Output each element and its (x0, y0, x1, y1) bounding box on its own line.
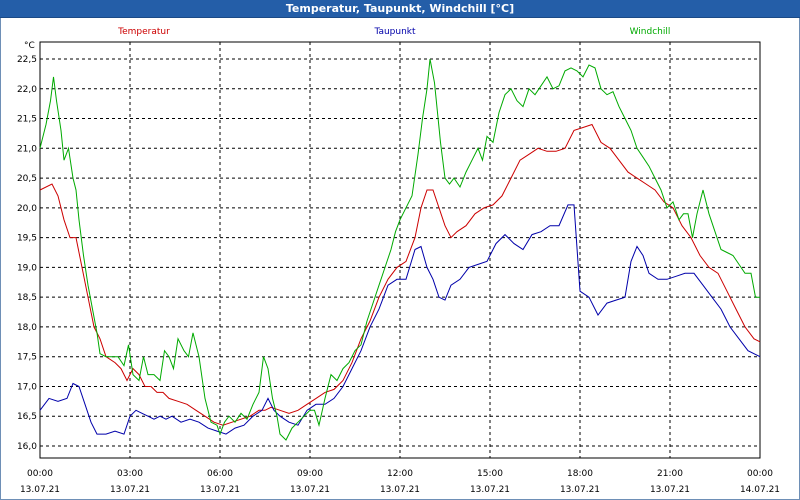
x-tick-date: 13.07.21 (470, 485, 510, 495)
x-tick-date: 13.07.21 (20, 485, 60, 495)
y-tick-label: 18,0 (17, 323, 37, 333)
x-tick-time: 15:00 (477, 469, 503, 479)
y-tick-label: 17,0 (17, 382, 37, 392)
series-line-windchill (39, 58, 760, 441)
y-tick-label: 22,0 (17, 85, 37, 95)
plot-area-border (39, 41, 761, 459)
y-tick-label: 19,5 (17, 234, 37, 244)
x-tick-date: 13.07.21 (560, 485, 600, 495)
legend: Temperatur Taupunkt Windchill (117, 27, 670, 37)
y-tick-label: 20,5 (17, 174, 37, 184)
x-tick-date: 13.07.21 (110, 485, 150, 495)
chart-title: Temperatur, Taupunkt, Windchill [°C] (285, 2, 515, 15)
x-tick-time: 00:00 (27, 469, 53, 479)
y-tick-label: 17,5 (17, 353, 37, 363)
x-tick-time: 12:00 (387, 469, 413, 479)
x-tick-date: 13.07.21 (380, 485, 420, 495)
y-tick-label: 19,0 (17, 263, 37, 273)
grid (40, 42, 760, 458)
y-tick-label: 21,5 (17, 115, 37, 125)
y-tick-label: 18,5 (17, 293, 37, 303)
series-line-taupunkt (39, 204, 761, 435)
x-tick-time: 09:00 (297, 469, 323, 479)
x-tick-date: 13.07.21 (290, 485, 330, 495)
x-tick-date: 13.07.21 (650, 485, 690, 495)
x-tick-time: 06:00 (207, 469, 233, 479)
legend-item-taupunkt: Taupunkt (373, 27, 416, 37)
x-tick-time: 03:00 (117, 469, 143, 479)
y-tick-label: 20,0 (17, 204, 37, 214)
legend-item-windchill: Windchill (630, 27, 671, 37)
y-tick-label: 21,0 (17, 144, 37, 154)
series-line-temperatur (39, 123, 761, 426)
x-axis: 00:00 13.07.21 03:00 13.07.21 06:00 13.07.21 0… (20, 469, 780, 495)
x-tick-time: 00:00 (747, 469, 773, 479)
y-axis: 16,0 16,5 17,0 17,5 18,0 18,5 19,0 19,5 20,0 20,5… (17, 55, 37, 452)
y-axis-label: °C (24, 41, 35, 51)
chart-title-bar: Temperatur, Taupunkt, Windchill [°C] (0, 0, 800, 18)
y-tick-label: 16,5 (17, 412, 37, 422)
x-tick-date: 13.07.21 (200, 485, 240, 495)
y-tick-label: 22,5 (17, 55, 37, 65)
y-tick-label: 16,0 (17, 442, 37, 452)
legend-item-temperatur: Temperatur (117, 27, 170, 37)
series-layer (39, 58, 761, 441)
x-tick-date: 14.07.21 (740, 485, 780, 495)
x-tick-time: 18:00 (567, 469, 593, 479)
x-tick-time: 21:00 (657, 469, 683, 479)
